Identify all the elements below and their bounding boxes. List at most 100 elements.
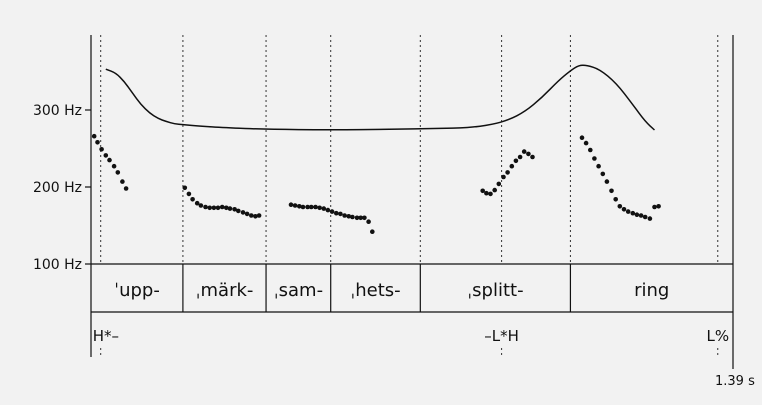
f0-point [224, 205, 229, 211]
f0-point [509, 163, 515, 169]
f0-point [634, 212, 640, 217]
f0-point [600, 171, 606, 177]
f0-point [182, 185, 188, 191]
f0-point [300, 204, 306, 210]
f0-point [256, 213, 262, 218]
syllable-boundaries [100, 35, 719, 312]
f0-point [111, 163, 117, 169]
f0-point [297, 204, 302, 209]
f0-point [492, 187, 498, 193]
f0-point [107, 157, 112, 163]
f0-point [244, 211, 250, 217]
tone-label: –L*H [484, 327, 519, 345]
f0-point [521, 149, 527, 154]
f0-point [338, 211, 343, 217]
syllable-label: ˈupp- [114, 280, 160, 301]
syllable-label: ring [634, 280, 669, 301]
f0-point [617, 204, 623, 209]
f0-point [219, 204, 225, 210]
f0-point [613, 197, 618, 202]
f0-point [592, 156, 597, 161]
f0-point [321, 206, 327, 211]
f0-point [530, 154, 535, 160]
f0-contour-line [105, 64, 656, 131]
f0-point [588, 147, 593, 153]
y-tick-label: 200 Hz [33, 180, 82, 196]
f0-point [95, 140, 100, 145]
end-time-label: 1.39 s [715, 374, 755, 389]
f0-point [362, 215, 367, 221]
f0-point [207, 205, 212, 211]
tone-labels: H*– –L*H L% [93, 327, 729, 358]
f0-point [652, 204, 657, 210]
f0-point [115, 170, 121, 175]
f0-point [186, 191, 192, 197]
syllable-label: ˌsplitt- [467, 280, 523, 301]
f0-point [630, 210, 636, 216]
f0-point [236, 208, 241, 214]
f0-point [215, 205, 221, 211]
f0-point [370, 229, 375, 234]
f0-point [249, 213, 254, 218]
f0-point [621, 207, 627, 212]
f0-point [579, 135, 585, 140]
syllable-labels: ˈupp- ˌmärk- ˌsam- ˌhets- ˌsplitt-ring [114, 280, 669, 301]
f0-point [91, 133, 97, 139]
f0-point [203, 204, 208, 210]
f0-point [342, 213, 347, 218]
f0-point [354, 215, 360, 221]
f0-point [484, 190, 489, 196]
f0-point [596, 163, 601, 169]
f0-point [496, 181, 502, 187]
f0-point [625, 209, 631, 214]
f0-point [103, 153, 109, 158]
f0-point [609, 188, 614, 194]
syllable-label: ˌhets- [350, 280, 400, 301]
chart-frame [90, 35, 734, 369]
f0-point [211, 205, 217, 211]
f0-measurement-points [91, 133, 661, 234]
f0-point [99, 147, 104, 152]
f0-point [501, 174, 506, 180]
f0-point [305, 204, 310, 210]
f0-point [488, 191, 493, 197]
f0-point [253, 214, 258, 219]
f0-point [656, 204, 661, 209]
f0-point [526, 151, 531, 157]
y-tick-label: 300 Hz [33, 103, 82, 119]
y-axis-ticks: 300 Hz 200 Hz 100 Hz [33, 103, 91, 273]
f0-point [292, 203, 298, 208]
f0-stylized-contour [105, 64, 656, 131]
f0-point [366, 219, 371, 224]
f0-point [123, 186, 129, 191]
f0-point [240, 210, 246, 215]
f0-point [313, 204, 318, 210]
f0-point [346, 214, 352, 219]
y-tick-label: 100 Hz [33, 257, 82, 273]
f0-point [190, 197, 195, 202]
f0-point [227, 206, 233, 211]
f0-point [329, 209, 335, 214]
f0-point [309, 204, 314, 210]
f0-point [517, 154, 523, 160]
f0-point [513, 158, 519, 164]
syllable-label: ˌsam- [274, 280, 323, 301]
f0-point [325, 207, 331, 213]
syllable-label: ˌmärk- [196, 280, 254, 301]
f0-point [232, 207, 237, 212]
f0-point [288, 202, 294, 207]
f0-point [647, 216, 653, 221]
f0-point [583, 140, 589, 146]
f0-point [120, 179, 125, 184]
f0-point [334, 210, 339, 216]
f0-point [480, 188, 486, 194]
f0-point [604, 179, 610, 184]
f0-point [505, 170, 510, 175]
f0-point [642, 214, 648, 220]
f0-point [198, 203, 204, 208]
f0-point [358, 215, 364, 221]
tone-label: H*– [93, 327, 119, 345]
f0-point [194, 200, 200, 206]
